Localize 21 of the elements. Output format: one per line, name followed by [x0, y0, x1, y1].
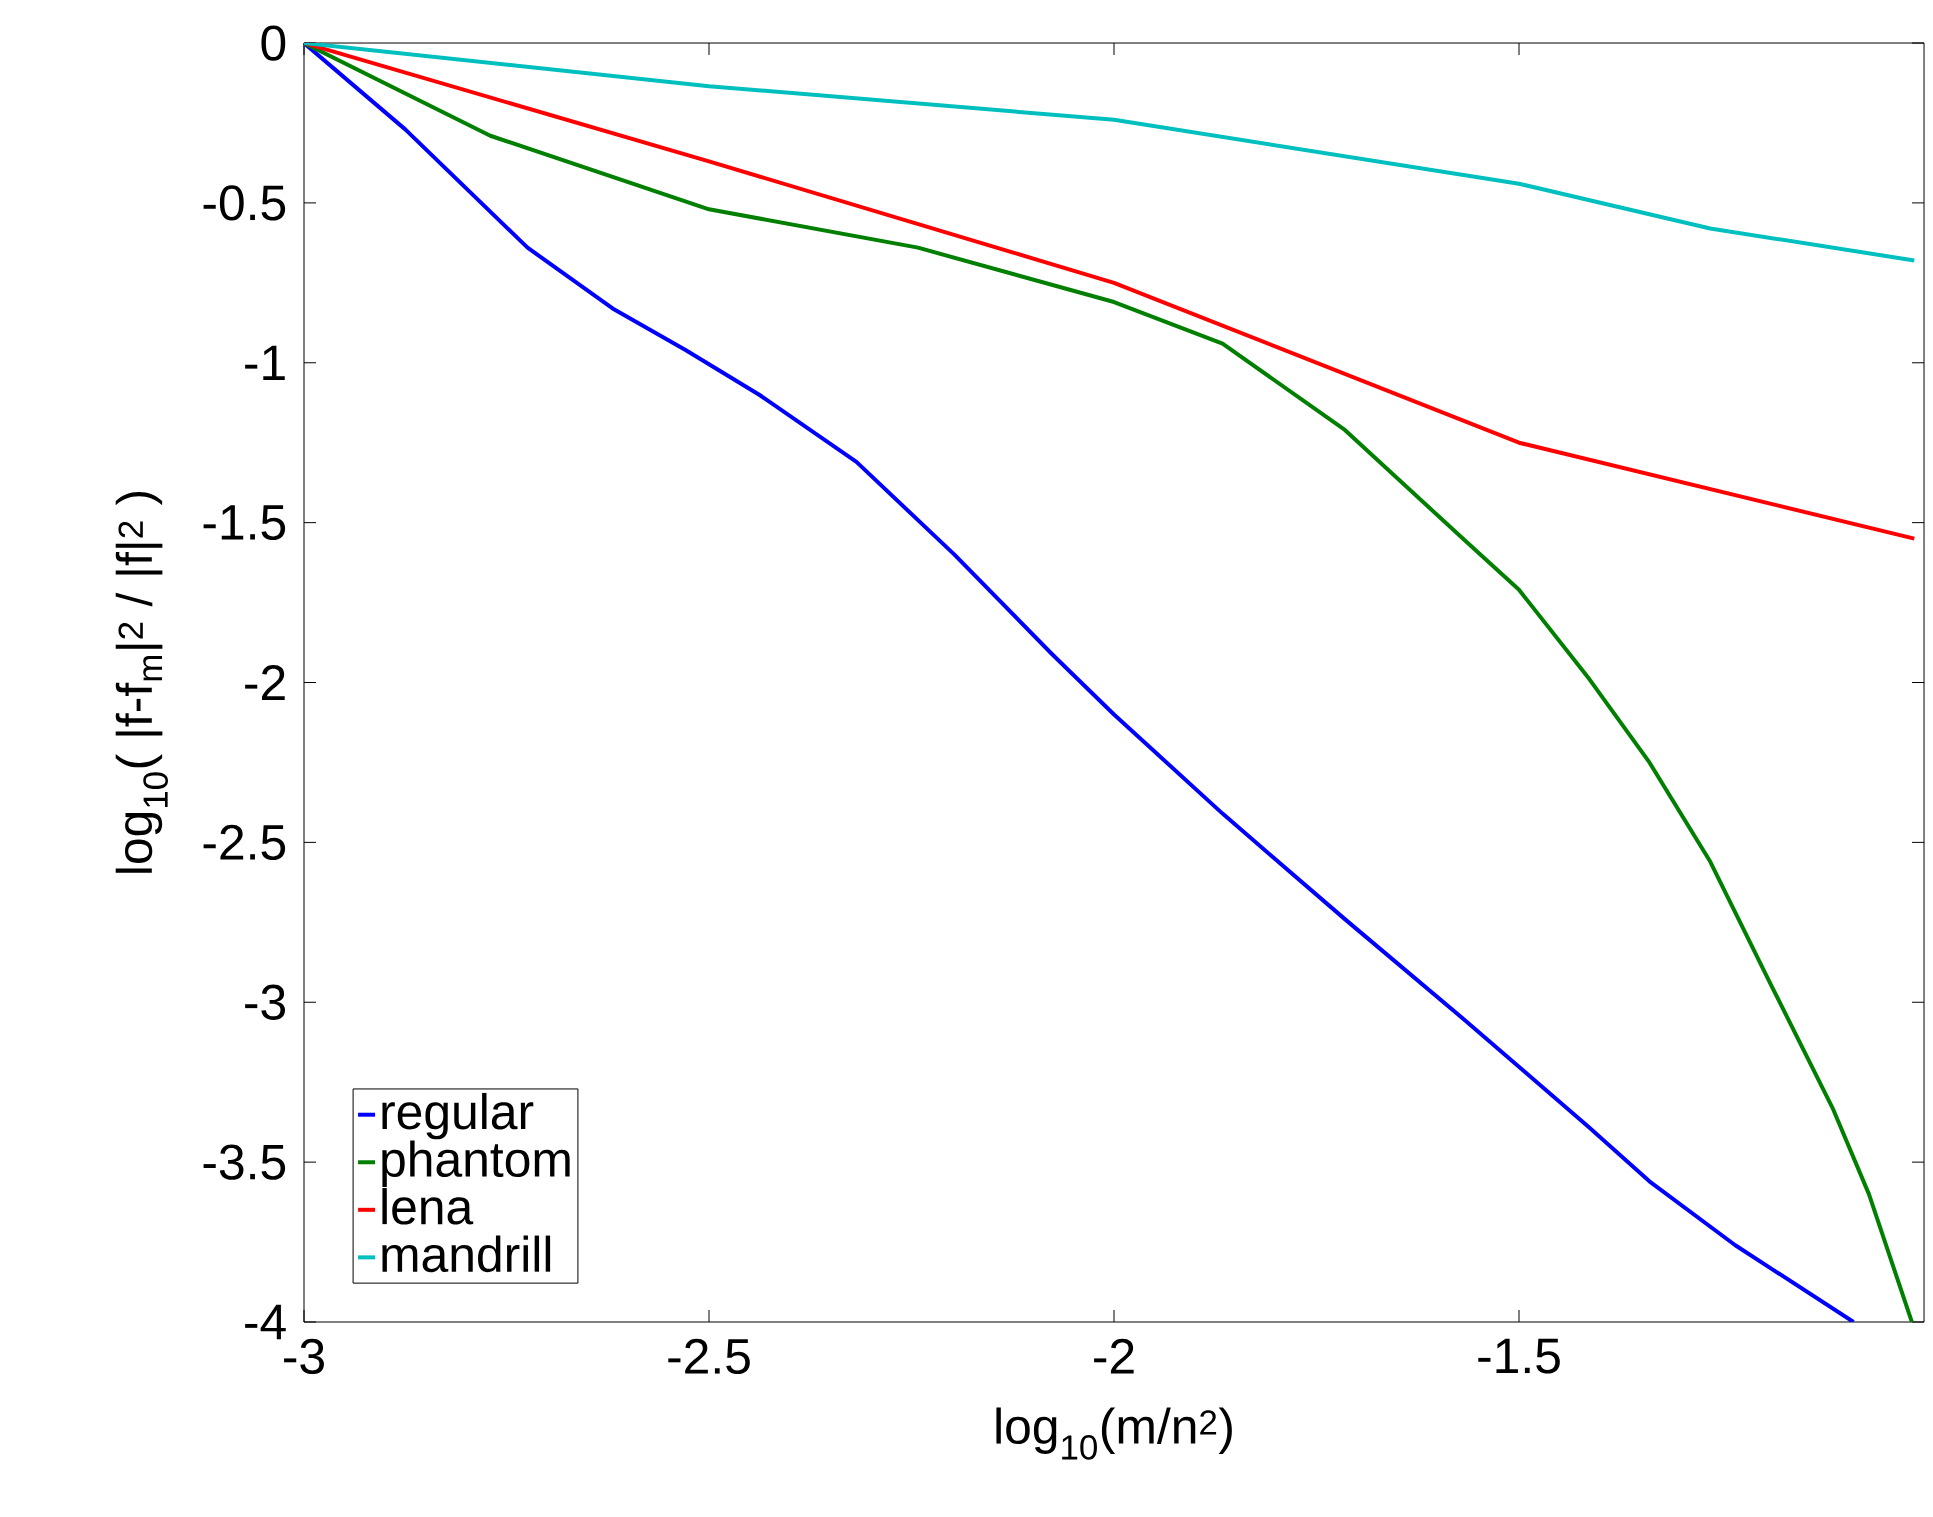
x-tick-label: -2.5 [668, 1338, 750, 1375]
legend-label: mandrill [382, 1235, 551, 1273]
y-tick-label: -3 [245, 984, 286, 1020]
x-tick-label: -3 [284, 1338, 324, 1375]
x-tick-label: -1.5 [1478, 1338, 1560, 1374]
y-tick-label: -0.5 [203, 185, 286, 221]
text: log$_{10}$( |f-f$_{m}$|$^{2}$ / |f|$^{2}$ ) [115, 491, 168, 873]
y-tick-label: -2.5 [203, 824, 286, 861]
line-series [304, 43, 1917, 263]
line-series [304, 43, 1917, 541]
y-tick-label: -4 [245, 1304, 286, 1340]
legend-label: lena [382, 1188, 474, 1225]
y-tick-label: -1.5 [203, 505, 286, 541]
legend-label: regular [382, 1092, 534, 1140]
legend-label: phantom [382, 1140, 570, 1187]
y-tick-label: -1 [245, 345, 285, 380]
x-tick-label: -2 [1094, 1338, 1134, 1374]
y-tick-label: 0 [261, 25, 286, 61]
y-tick-label: -2 [245, 665, 285, 700]
x-axis-title: log$_{10}$(m/n$^{2}$) [996, 1407, 1232, 1460]
y-tick-label: -3.5 [203, 1144, 286, 1180]
